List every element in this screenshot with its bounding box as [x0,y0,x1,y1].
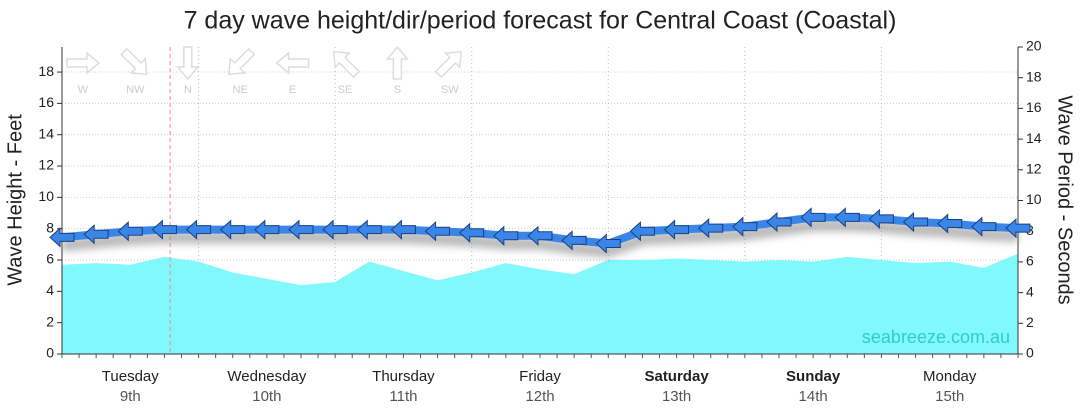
wave-height-area [62,253,1018,354]
period-arrow [49,227,75,248]
x-day-label: Wednesday [227,368,306,385]
period-arrow [800,207,826,228]
compass-arrow-shape [228,47,256,76]
period-arrow [83,224,109,245]
compass-arrow-shape [66,51,101,75]
compass-arrow-shape [176,46,200,81]
x-day-label: Saturday [644,368,709,385]
y2-tick-label: 6 [1026,253,1034,269]
x-date-label: 10th [252,388,281,405]
y-tick-label: 12 [38,157,54,173]
y2-tick-label: 12 [1026,161,1042,177]
period-arrow [356,219,382,240]
x-date-label: 14th [799,388,828,405]
x-date-label: 15th [935,388,964,405]
y2-axis-title: Wave Period - Seconds [1054,95,1076,304]
period-arrow [971,216,997,237]
period-arrow [868,208,894,230]
compass-label: NW [126,84,145,96]
period-arrow [936,213,963,234]
y2-tick-label: 14 [1026,130,1042,146]
compass-arrow-shape [332,50,361,79]
compass-label: SE [338,84,353,96]
y-tick-label: 2 [46,313,54,329]
x-day-label: Monday [923,368,977,385]
x-day-label: Tuesday [102,368,159,385]
y2-tick-label: 0 [1026,345,1034,361]
y2-tick-label: 10 [1026,191,1042,207]
x-day-label: Thursday [372,368,435,385]
y2-tick-label: 2 [1026,314,1034,330]
compass-arrow [385,45,410,80]
period-arrow [766,211,792,233]
y-tick-label: 8 [46,219,54,235]
y-tick-label: 4 [46,282,54,298]
compass-arrow-shape [434,50,462,79]
y-tick-label: 18 [38,63,54,79]
y-tick-label: 16 [38,94,54,110]
period-arrow [697,218,724,239]
y2-tick-label: 16 [1026,99,1042,115]
y2-tick-label: 18 [1026,68,1042,84]
compass-label: E [289,84,296,96]
x-date-label: 13th [662,388,691,405]
x-date-label: 11th [389,388,417,405]
period-arrow [902,211,929,233]
y-tick-label: 14 [38,125,54,141]
period-arrow [117,221,143,242]
compass-label: S [394,84,401,96]
compass-arrow-shape [385,45,410,80]
chart-title: 7 day wave height/dir/period forecast fo… [184,7,897,35]
period-arrow [458,222,485,243]
compass-arrow [66,51,101,75]
y-axis-title: Wave Height - Feet [4,114,26,286]
compass-arrow-shape [120,47,148,76]
x-date-label: 9th [120,388,141,405]
compass-label: NE [233,84,248,96]
period-arrow [1005,218,1031,239]
compass-arrow [176,46,200,81]
period-arrow [219,219,246,240]
period-arrow [834,207,860,228]
y-tick-label: 0 [46,345,54,361]
compass-label: W [78,84,89,96]
y2-tick-label: 4 [1026,283,1034,299]
x-day-label: Friday [519,368,561,385]
y-tick-label: 10 [38,188,54,204]
compass-arrow [275,51,310,75]
period-arrow [151,219,177,240]
x-day-label: Sunday [786,368,841,385]
period-arrow [629,221,655,242]
compass-arrow-shape [275,51,310,75]
watermark: seabreeze.com.au [862,327,1010,347]
period-arrow [424,221,451,242]
x-date-label: 12th [525,388,554,405]
period-arrow [390,219,416,240]
period-arrow [288,219,314,240]
period-arrow [322,219,348,240]
period-arrow [185,219,212,240]
period-shadow [61,219,1019,258]
period-arrow [595,233,621,254]
period-arrow [732,216,758,237]
period-arrow [561,230,587,251]
period-arrow [527,225,553,246]
compass-arrow [434,50,462,79]
compass-arrow [228,47,256,76]
y2-tick-label: 20 [1026,38,1042,54]
compass-arrow [120,47,148,76]
y-tick-label: 6 [46,251,54,267]
period-arrow [493,225,519,246]
compass-label: SW [441,84,459,96]
period-arrow [663,219,690,240]
period-arrow [254,219,280,240]
compass-label: N [184,84,192,96]
compass-arrow [332,50,361,79]
